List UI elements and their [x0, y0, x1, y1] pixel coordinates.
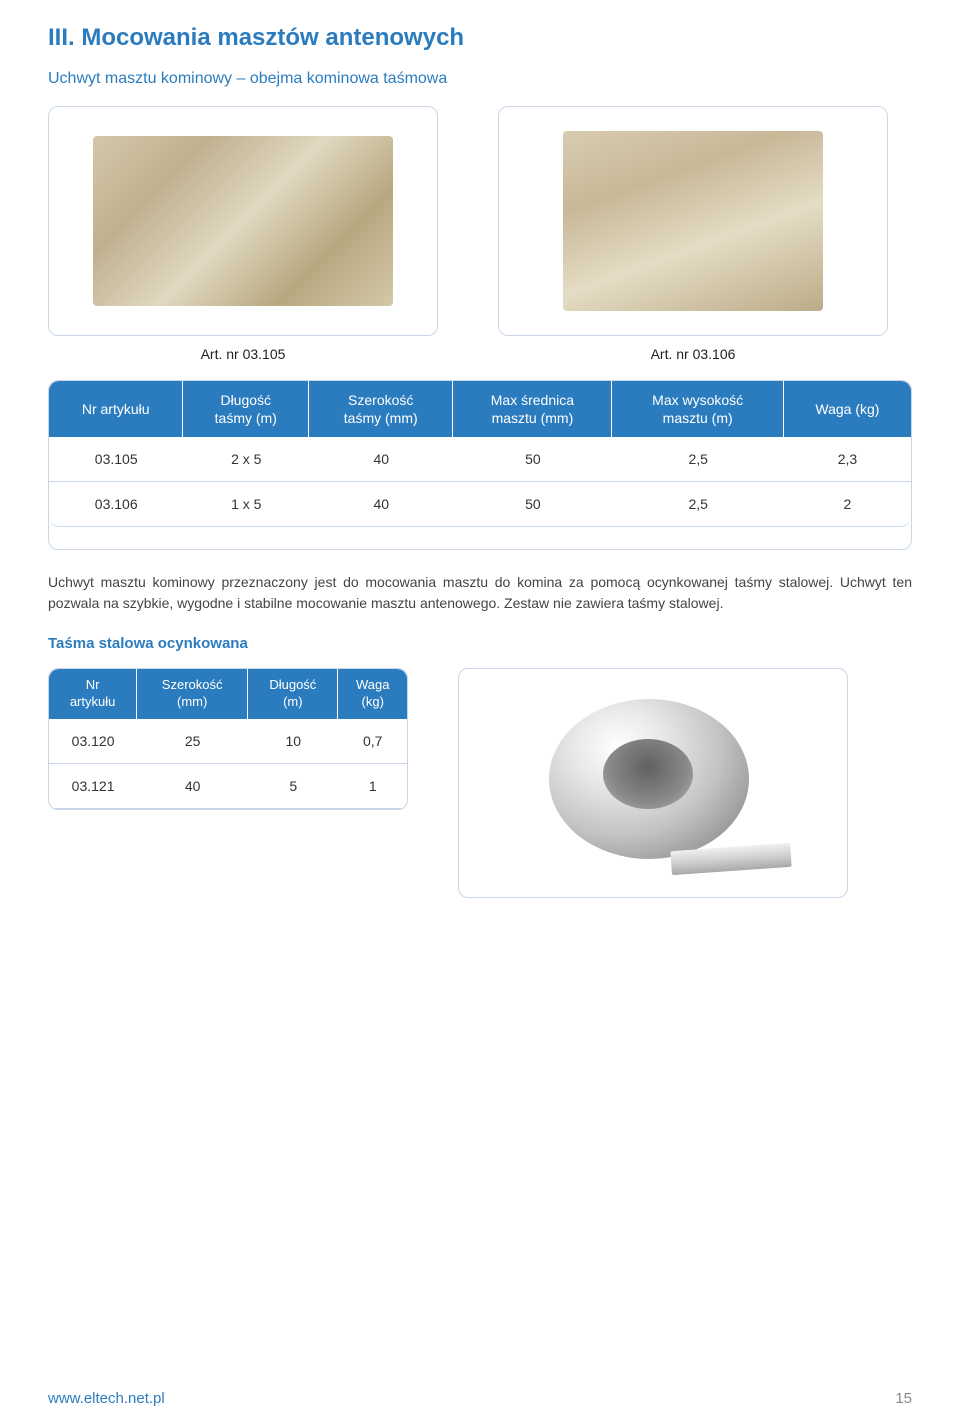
tape-image-frame — [458, 668, 848, 898]
cell: 40 — [309, 437, 453, 482]
table-header-row: Nrartykułu Szerokość(mm) Długość(m) Waga… — [49, 669, 407, 719]
lower-content-row: Nrartykułu Szerokość(mm) Długość(m) Waga… — [48, 668, 912, 898]
cell: 03.121 — [49, 764, 137, 809]
page-footer: www.eltech.net.pl 15 — [48, 1390, 912, 1407]
cell: 2,5 — [612, 437, 783, 482]
col-header: Nr artykułu — [49, 381, 183, 437]
description-paragraph: Uchwyt masztu kominowy przeznaczony jest… — [48, 572, 912, 613]
cell: 50 — [453, 437, 612, 482]
image-frame-right — [498, 106, 888, 336]
table-header-row: Nr artykułu Długośćtaśmy (m) Szerokośćta… — [49, 381, 911, 437]
cell: 2 x 5 — [183, 437, 309, 482]
col-header: Długośćtaśmy (m) — [183, 381, 309, 437]
cell: 2,3 — [784, 437, 911, 482]
caption-right: Art. nr 03.106 — [498, 346, 888, 362]
footer-url: www.eltech.net.pl — [48, 1390, 165, 1407]
section-title: III. Mocowania masztów antenowych — [48, 24, 912, 52]
col-header: Max wysokośćmasztu (m) — [612, 381, 783, 437]
col-header: Waga (kg) — [784, 381, 911, 437]
col-header: Długość(m) — [248, 669, 338, 719]
product-subtitle: Uchwyt masztu kominowy – obejma kominowa… — [48, 70, 912, 88]
table-row: 03.120 25 10 0,7 — [49, 719, 407, 764]
caption-left: Art. nr 03.105 — [48, 346, 438, 362]
col-header: Nrartykułu — [49, 669, 137, 719]
product-image-right — [563, 131, 823, 311]
col-header: Szerokość(mm) — [137, 669, 248, 719]
cell: 1 x 5 — [183, 482, 309, 527]
cell: 50 — [453, 482, 612, 527]
col-header: Max średnicamasztu (mm) — [453, 381, 612, 437]
table2-container: Nrartykułu Szerokość(mm) Długość(m) Waga… — [48, 668, 408, 810]
cell: 40 — [309, 482, 453, 527]
cell: 25 — [137, 719, 248, 764]
col-header: Szerokośćtaśmy (mm) — [309, 381, 453, 437]
table1-container: Nr artykułu Długośćtaśmy (m) Szerokośćta… — [48, 380, 912, 550]
secondary-subtitle: Taśma stalowa ocynkowana — [48, 635, 912, 652]
footer-page-number: 15 — [895, 1390, 912, 1407]
tape-coil-image — [543, 693, 763, 873]
image-frame-left — [48, 106, 438, 336]
cell: 1 — [338, 764, 407, 809]
cell: 2,5 — [612, 482, 783, 527]
cell: 10 — [248, 719, 338, 764]
captions-row: Art. nr 03.105 Art. nr 03.106 — [48, 346, 912, 362]
table-row: 03.106 1 x 5 40 50 2,5 2 — [49, 482, 911, 527]
cell: 03.106 — [49, 482, 183, 527]
cell: 03.105 — [49, 437, 183, 482]
main-spec-table: Nr artykułu Długośćtaśmy (m) Szerokośćta… — [49, 381, 911, 527]
cell: 5 — [248, 764, 338, 809]
cell: 03.120 — [49, 719, 137, 764]
cell: 0,7 — [338, 719, 407, 764]
table-row: 03.105 2 x 5 40 50 2,5 2,3 — [49, 437, 911, 482]
product-image-left — [93, 136, 393, 306]
cell: 40 — [137, 764, 248, 809]
cell: 2 — [784, 482, 911, 527]
tape-spec-table: Nrartykułu Szerokość(mm) Długość(m) Waga… — [49, 669, 407, 809]
col-header: Waga(kg) — [338, 669, 407, 719]
table-row: 03.121 40 5 1 — [49, 764, 407, 809]
product-images-row — [48, 106, 912, 336]
